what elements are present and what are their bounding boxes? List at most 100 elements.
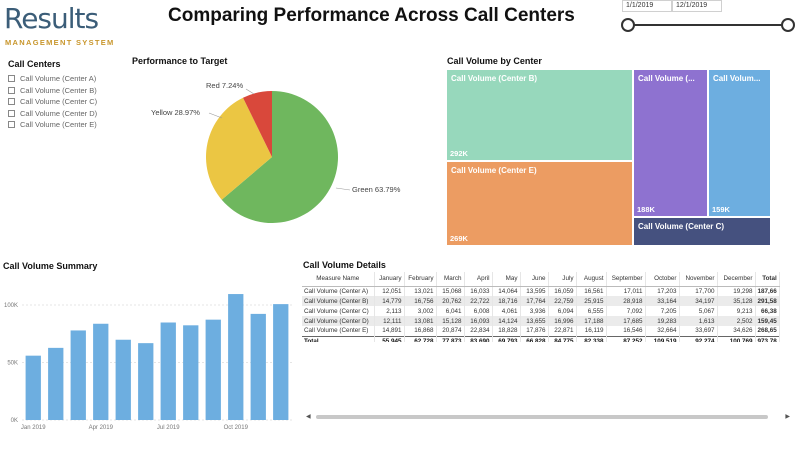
pie-slice-yellow[interactable]	[206, 97, 272, 200]
table-cell: 6,041	[436, 306, 465, 316]
column-header[interactable]: January	[374, 272, 405, 287]
row-measure-name: Call Volume (Center B)	[302, 296, 375, 306]
bar-sep-2019[interactable]	[205, 319, 221, 420]
table-cell: 9,213	[717, 306, 756, 316]
column-header[interactable]: December	[717, 272, 756, 287]
slicer-item-center-d[interactable]: Call Volume (Center D)	[8, 108, 97, 120]
table-cell: 17,011	[606, 286, 646, 296]
slicer-item-center-b[interactable]: Call Volume (Center B)	[8, 85, 97, 97]
end-date-input[interactable]: 12/1/2019	[672, 0, 722, 12]
table-horizontal-scrollbar[interactable]: ◀ ▶	[304, 413, 792, 421]
checkbox[interactable]	[8, 86, 15, 94]
table-cell: 4,061	[492, 306, 521, 316]
table-cell: 3,002	[404, 306, 437, 316]
table-cell: 13,081	[404, 316, 437, 326]
table-cell: 13,655	[520, 316, 549, 326]
bar-feb-2019[interactable]	[48, 347, 64, 420]
total-cell: 87,252	[606, 335, 646, 342]
treemap-tile-center-d[interactable]: Call Volume (... 188K	[633, 69, 708, 217]
column-header[interactable]: Measure Name	[302, 272, 375, 287]
pie-slice-red[interactable]	[243, 91, 272, 157]
date-slider-start-handle[interactable]	[621, 18, 635, 32]
slicer-item-center-c[interactable]: Call Volume (Center C)	[8, 96, 97, 108]
bar-mar-2019[interactable]	[70, 330, 86, 420]
row-measure-name: Call Volume (Center C)	[302, 306, 375, 316]
tile-label: Call Volume (Center B)	[451, 74, 538, 83]
table-row[interactable]: Call Volume (Center E) 14,891 16,868 20,874…	[302, 326, 780, 336]
column-header[interactable]: October	[645, 272, 680, 287]
table-cell: 7,092	[606, 306, 646, 316]
column-header[interactable]: Total	[755, 272, 780, 287]
table-cell: 12,111	[374, 316, 405, 326]
table-cell: 291,58	[755, 296, 780, 306]
bar-jan-2019[interactable]	[25, 355, 41, 420]
table-row[interactable]: Call Volume (Center B) 14,779 16,756 20,762…	[302, 296, 780, 306]
date-range-slider-track[interactable]	[628, 24, 786, 26]
table-cell: 15,128	[436, 316, 465, 326]
checkbox[interactable]	[8, 109, 15, 117]
column-header[interactable]: November	[679, 272, 718, 287]
table-total-row[interactable]: Total 55,945 62,728 77,873 83,690 69,793 66,82…	[302, 335, 780, 342]
bar-aug-2019[interactable]	[183, 325, 199, 420]
table-cell: 16,119	[576, 326, 607, 336]
checkbox[interactable]	[8, 75, 15, 83]
table-cell: 16,756	[404, 296, 437, 306]
row-measure-name: Call Volume (Center A)	[302, 286, 375, 296]
y-tick-label: 100K	[4, 303, 18, 309]
bar-dec-2019[interactable]	[273, 304, 289, 420]
scrollbar-thumb[interactable]	[316, 415, 768, 419]
bar-may-2019[interactable]	[115, 339, 131, 420]
table-body: Call Volume (Center A) 12,051 13,021 15,068…	[302, 286, 780, 342]
column-header[interactable]: August	[576, 272, 607, 287]
total-cell: 82,338	[576, 335, 607, 342]
table-cell: 22,722	[464, 296, 493, 306]
table-cell: 159,45	[755, 316, 780, 326]
checkbox[interactable]	[8, 121, 15, 129]
treemap-tile-center-b[interactable]: Call Volume (Center B) 292K	[446, 69, 633, 161]
chevron-left-icon[interactable]: ◀	[306, 414, 311, 420]
bar-jul-2019[interactable]	[160, 322, 176, 420]
column-header[interactable]: September	[606, 272, 646, 287]
y-tick-label: 0K	[11, 418, 18, 424]
table-cell: 14,779	[374, 296, 405, 306]
column-header[interactable]: July	[548, 272, 577, 287]
column-header[interactable]: May	[492, 272, 521, 287]
bar-oct-2019[interactable]	[228, 294, 244, 420]
bar-apr-2019[interactable]	[93, 323, 109, 420]
start-date-input[interactable]: 1/1/2019	[622, 0, 672, 12]
table-row[interactable]: Call Volume (Center C) 2,113 3,002 6,041 6,0…	[302, 306, 780, 316]
treemap-tile-center-e[interactable]: Call Volume (Center E) 269K	[446, 161, 633, 246]
column-header[interactable]: February	[404, 272, 437, 287]
bar-nov-2019[interactable]	[250, 313, 266, 420]
details-table: Measure Name January February March Apri…	[302, 272, 780, 342]
column-header[interactable]: June	[520, 272, 549, 287]
treemap-tile-center-a[interactable]: Call Volum... 159K	[708, 69, 771, 217]
date-slider-end-handle[interactable]	[781, 18, 795, 32]
table-cell: 268,65	[755, 326, 780, 336]
column-header[interactable]: March	[436, 272, 465, 287]
table-cell: 1,613	[679, 316, 718, 326]
total-cell: 100,769	[717, 335, 756, 342]
table-cell: 17,188	[576, 316, 607, 326]
chevron-right-icon[interactable]: ▶	[785, 414, 790, 420]
treemap-tile-center-c[interactable]: Call Volume (Center C)	[633, 217, 771, 246]
table-cell: 14,124	[492, 316, 521, 326]
table-row[interactable]: Call Volume (Center A) 12,051 13,021 15,068…	[302, 286, 780, 296]
pie-slice-green[interactable]	[221, 91, 338, 223]
bar-jun-2019[interactable]	[138, 343, 154, 420]
results-logo: Results MANAGEMENT SYSTEM	[4, 2, 124, 48]
red-label-leader	[245, 88, 255, 95]
slicer-item-center-a[interactable]: Call Volume (Center A)	[8, 73, 97, 85]
pie-label-yellow: Yellow 28.97%	[151, 108, 200, 117]
table-row[interactable]: Call Volume (Center D) 12,111 13,081 15,128…	[302, 316, 780, 326]
call-volume-details-table: Measure Name January February March Apri…	[302, 272, 796, 342]
table-cell: 17,203	[645, 286, 680, 296]
tile-label: Call Volume (Center E)	[451, 166, 537, 175]
table-cell: 6,094	[548, 306, 577, 316]
x-tick-label: Jul 2019	[157, 425, 180, 431]
tile-value: 269K	[450, 234, 468, 243]
column-header[interactable]: April	[464, 272, 493, 287]
slicer-item-center-e[interactable]: Call Volume (Center E)	[8, 119, 97, 131]
checkbox[interactable]	[8, 98, 15, 106]
table-header-row: Measure Name January February March Apri…	[302, 272, 780, 287]
